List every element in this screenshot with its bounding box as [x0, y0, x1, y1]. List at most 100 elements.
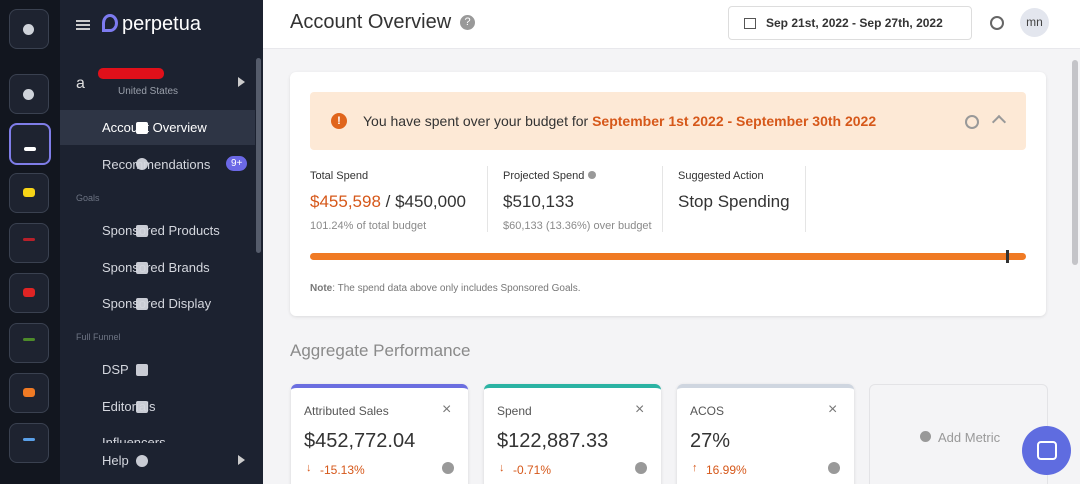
- stat-sub: $60,133 (13.36%) over budget: [503, 220, 652, 232]
- alert-text: You have spent over your budget for Sept…: [363, 113, 876, 129]
- divider: [487, 166, 488, 232]
- account-icon[interactable]: [9, 323, 49, 363]
- section-heading: Full Funnel: [76, 332, 121, 342]
- stat-value: Stop Spending: [678, 192, 790, 211]
- metric-change: -0.71%: [513, 463, 552, 477]
- scrollbar: [256, 58, 261, 253]
- close-icon[interactable]: ×: [442, 401, 452, 418]
- amazon-mark: a: [76, 75, 85, 92]
- nav-item[interactable]: Sponsored Brands: [102, 260, 210, 275]
- nav-active[interactable]: [60, 110, 255, 145]
- chat-button[interactable]: [1022, 426, 1071, 475]
- account-icon[interactable]: [9, 273, 49, 313]
- nav-icon: [136, 122, 148, 134]
- amazon-icon[interactable]: [9, 123, 51, 165]
- add-metric: Add Metric: [938, 430, 1001, 445]
- add-icon[interactable]: [9, 74, 49, 114]
- account-icon[interactable]: [9, 173, 49, 213]
- stat-label: Projected Spend: [503, 170, 585, 182]
- close-icon[interactable]: ×: [828, 401, 838, 418]
- account-icon[interactable]: [9, 423, 49, 463]
- alert-message: You have spent over your budget for: [363, 113, 589, 129]
- date-picker[interactable]: Sep 21st, 2022 - Sep 27th, 2022: [728, 6, 972, 40]
- stat-label: Suggested Action: [678, 170, 764, 182]
- metric-title: Spend: [497, 404, 532, 418]
- settings-icon[interactable]: [965, 115, 979, 129]
- chat-icon: [1037, 441, 1057, 460]
- alert-period: September 1st 2022 - September 30th 2022: [592, 113, 877, 129]
- account-icon[interactable]: [9, 223, 49, 263]
- expand-icon[interactable]: [238, 455, 245, 465]
- redaction: [98, 68, 164, 79]
- trend-icon: ↑: [692, 462, 698, 474]
- metric-value: $452,772.04: [304, 430, 416, 452]
- calendar-icon: [744, 18, 756, 29]
- nav-item[interactable]: Influencers: [102, 435, 166, 443]
- logo: [102, 14, 118, 32]
- history-icon[interactable]: [990, 16, 1004, 30]
- alert: ! You have spent over your budget for Se…: [310, 92, 1026, 150]
- globe-icon[interactable]: [9, 9, 49, 49]
- header: Account Overview ? Sep 21st, 2022 - Sep …: [263, 0, 1080, 49]
- help-icon[interactable]: [828, 462, 840, 474]
- metric-value: $122,887.33: [497, 430, 609, 452]
- clip: Influencers: [60, 434, 255, 443]
- nav-item[interactable]: Sponsored Display: [102, 296, 212, 311]
- nav-icon: [136, 225, 148, 237]
- help[interactable]: Help: [102, 453, 129, 468]
- nav-icon: [136, 158, 148, 170]
- nav-icon: [136, 298, 148, 310]
- account-icon[interactable]: [9, 373, 49, 413]
- metric-card: Spend × $122,887.33 ↓ -0.71%: [484, 384, 661, 484]
- budget-card: ! You have spent over your budget for Se…: [290, 72, 1046, 316]
- budget-amount: / $450,000: [385, 192, 466, 211]
- help-icon[interactable]: [442, 462, 454, 474]
- stat-value: $455,598 / $450,000: [310, 192, 466, 212]
- warning-icon: !: [331, 113, 347, 129]
- nav-item[interactable]: Account Overview: [102, 120, 207, 135]
- nav-item[interactable]: DSP: [102, 362, 129, 377]
- nav-icon: [136, 364, 148, 376]
- section-title: Aggregate Performance: [290, 341, 471, 360]
- help-icon[interactable]: ?: [460, 15, 475, 30]
- note: Note: The spend data above only includes…: [310, 283, 581, 294]
- stat-value: $510,133: [503, 192, 574, 211]
- close-icon[interactable]: ×: [635, 401, 645, 418]
- icon-rail: [0, 0, 60, 484]
- trend-icon: ↓: [306, 462, 312, 474]
- nav-icon: [136, 401, 148, 413]
- metric-value: 27%: [690, 430, 731, 452]
- nav-icon: [136, 262, 148, 274]
- help-icon[interactable]: [588, 171, 596, 179]
- progress-marker: [1006, 250, 1009, 263]
- add-metric-card[interactable]: Add Metric: [869, 384, 1048, 484]
- avatar[interactable]: mn: [1020, 8, 1049, 37]
- menu-icon[interactable]: [76, 20, 90, 22]
- note-label: Note: [310, 283, 333, 294]
- divider: [662, 166, 663, 232]
- expand-icon[interactable]: [238, 77, 245, 87]
- nav-item[interactable]: Editorials: [102, 399, 156, 414]
- help-icon[interactable]: [635, 462, 647, 474]
- progress-bar: [310, 253, 1026, 260]
- badge: 9+: [226, 156, 248, 171]
- sidebar: perpetua a United States Account Overvie…: [60, 0, 263, 484]
- metric-change: -15.13%: [320, 463, 365, 477]
- metric-change: 16.99%: [706, 463, 747, 477]
- account-country: United States: [118, 86, 179, 97]
- nav-item[interactable]: Recommendations: [102, 157, 211, 172]
- metric-title: Attributed Sales: [304, 404, 389, 418]
- total-spend: $455,598: [310, 192, 381, 211]
- metric-card: ACOS × 27% ↑ 16.99%: [677, 384, 854, 484]
- add-icon: [920, 431, 931, 442]
- date-range: Sep 21st, 2022 - Sep 27th, 2022: [766, 16, 943, 30]
- nav-item[interactable]: Sponsored Products: [102, 223, 220, 238]
- nav-icon: [136, 455, 148, 467]
- metric-card: Attributed Sales × $452,772.04 ↓ -15.13%: [291, 384, 468, 484]
- stat-label: Total Spend: [310, 170, 369, 182]
- page-title: Account Overview: [290, 11, 452, 33]
- scrollbar: [1072, 60, 1078, 265]
- collapse-icon[interactable]: [991, 114, 1007, 130]
- stat-sub: 101.24% of total budget: [310, 220, 427, 232]
- section-heading: Goals: [76, 193, 100, 203]
